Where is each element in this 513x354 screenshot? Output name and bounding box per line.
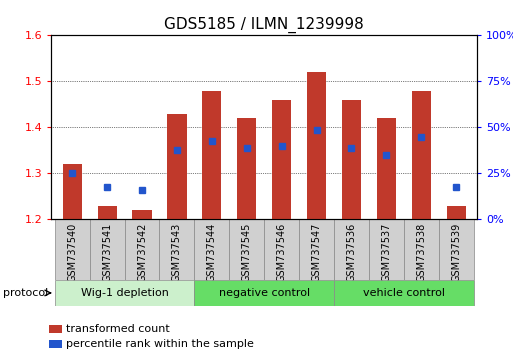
Text: GSM737541: GSM737541 — [102, 222, 112, 282]
Bar — [369, 219, 404, 280]
Bar — [377, 118, 396, 219]
Bar — [55, 280, 194, 306]
Text: Wig-1 depletion: Wig-1 depletion — [81, 288, 169, 298]
Text: percentile rank within the sample: percentile rank within the sample — [66, 339, 253, 349]
Bar — [237, 118, 256, 219]
Bar — [55, 219, 90, 280]
Bar — [97, 206, 117, 219]
Bar — [404, 219, 439, 280]
Bar — [411, 91, 431, 219]
Text: GSM737538: GSM737538 — [416, 222, 426, 282]
Text: GSM737536: GSM737536 — [346, 222, 357, 282]
Text: GSM737542: GSM737542 — [137, 222, 147, 282]
Title: GDS5185 / ILMN_1239998: GDS5185 / ILMN_1239998 — [164, 16, 364, 33]
Text: GSM737546: GSM737546 — [277, 222, 287, 282]
Text: transformed count: transformed count — [66, 324, 169, 334]
Bar — [132, 210, 152, 219]
Bar — [229, 219, 264, 280]
Bar — [194, 219, 229, 280]
Text: GSM737543: GSM737543 — [172, 222, 182, 282]
Text: negative control: negative control — [219, 288, 310, 298]
Bar — [334, 280, 473, 306]
Bar — [264, 219, 299, 280]
Text: vehicle control: vehicle control — [363, 288, 445, 298]
Bar — [90, 219, 125, 280]
Text: protocol: protocol — [3, 288, 48, 298]
Text: GSM737539: GSM737539 — [451, 222, 461, 282]
Text: GSM737537: GSM737537 — [381, 222, 391, 282]
Bar — [272, 100, 291, 219]
Bar — [307, 72, 326, 219]
Text: GSM737544: GSM737544 — [207, 222, 217, 282]
Bar — [334, 219, 369, 280]
Bar — [299, 219, 334, 280]
Bar — [125, 219, 160, 280]
Bar — [63, 164, 82, 219]
Bar — [167, 114, 187, 219]
Text: GSM737540: GSM737540 — [67, 222, 77, 282]
Bar — [194, 280, 334, 306]
Bar — [446, 206, 466, 219]
Bar — [202, 91, 222, 219]
Bar — [439, 219, 473, 280]
Text: GSM737547: GSM737547 — [311, 222, 322, 282]
Bar — [160, 219, 194, 280]
Bar — [342, 100, 361, 219]
Text: GSM737545: GSM737545 — [242, 222, 252, 282]
